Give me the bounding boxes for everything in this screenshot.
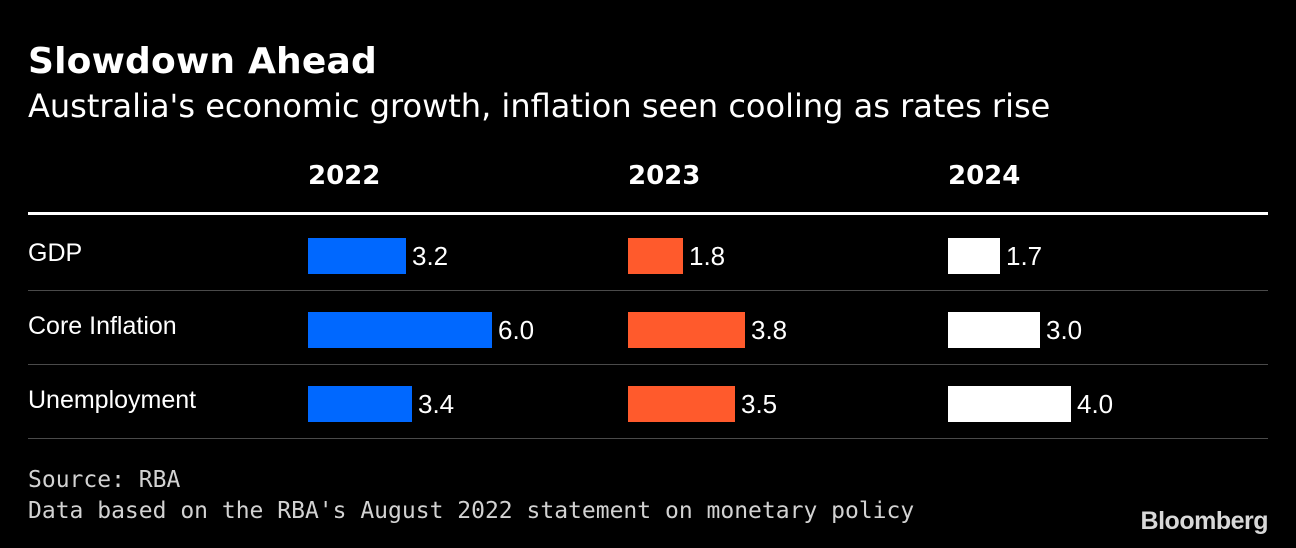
bar-2022-core-inflation <box>308 312 492 348</box>
row-label-core-inflation: Core Inflation <box>28 312 177 340</box>
source-note: Source: RBA <box>28 467 181 493</box>
bloomberg-logo: Bloomberg <box>1140 507 1269 535</box>
value-label: 3.2 <box>412 241 449 271</box>
chart-title: Slowdown Ahead <box>28 41 377 82</box>
row-separator <box>28 364 1268 365</box>
value-label: 6.0 <box>498 315 535 345</box>
bar-2024-core-inflation <box>948 312 1040 348</box>
bar-2024-gdp <box>948 238 1000 274</box>
value-label: 3.4 <box>418 389 455 419</box>
value-label: 3.8 <box>751 315 788 345</box>
chart-subtitle: Australia's economic growth, inflation s… <box>28 87 1051 125</box>
methodology-note: Data based on the RBA's August 2022 stat… <box>28 498 915 524</box>
bar-2024-unemployment <box>948 386 1071 422</box>
bar-2023-gdp <box>628 238 683 274</box>
row-separator <box>28 438 1268 439</box>
column-header-2022: 2022 <box>308 161 381 191</box>
bar-2022-unemployment <box>308 386 412 422</box>
column-header-2023: 2023 <box>628 161 701 191</box>
value-label: 4.0 <box>1077 389 1114 419</box>
row-separator <box>28 290 1268 291</box>
value-label: 3.5 <box>741 389 778 419</box>
row-label-gdp: GDP <box>28 239 83 267</box>
column-header-2024: 2024 <box>948 161 1021 191</box>
header-rule <box>28 212 1268 215</box>
row-label-unemployment: Unemployment <box>28 386 197 414</box>
bar-2023-core-inflation <box>628 312 745 348</box>
bar-2023-unemployment <box>628 386 735 422</box>
bar-2022-gdp <box>308 238 406 274</box>
value-label: 1.8 <box>689 241 726 271</box>
value-label: 3.0 <box>1046 315 1083 345</box>
value-label: 1.7 <box>1006 241 1043 271</box>
